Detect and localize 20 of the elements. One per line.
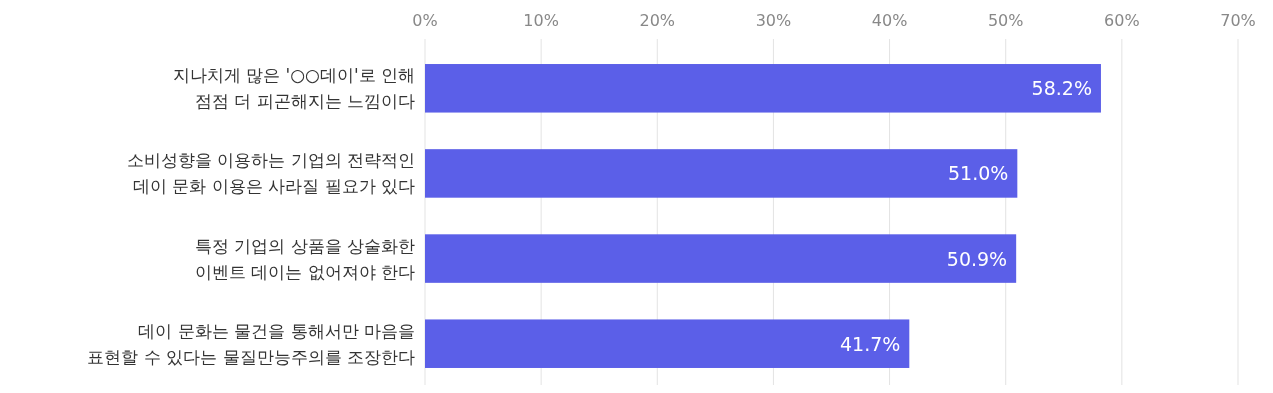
data-label: 51.0% [947, 162, 1009, 185]
y-tick-label: 소비성향을 이용하는 기업의 전략적인 데이 문화 이용은 사라질 필요가 있다 [126, 150, 415, 197]
bar [425, 64, 1101, 113]
data-label: 50.9% [946, 247, 1008, 270]
x-tick-label: 30% [755, 11, 792, 30]
x-tick-label: 40% [871, 11, 908, 30]
bar [425, 149, 1018, 198]
bar [425, 319, 910, 368]
y-tick-label: 데이 문화는 물건을 통해서만 마음을 표현할 수 있다는 물질만능주의를 조장한다 [87, 320, 415, 367]
x-tick-label: 70% [1220, 11, 1256, 30]
x-tick-label: 0% [412, 11, 438, 30]
bar [425, 234, 1017, 283]
data-label: 58.2% [1031, 77, 1092, 100]
x-tick-label: 60% [1104, 11, 1140, 30]
x-tick-label: 50% [987, 11, 1024, 30]
data-label: 41.7% [839, 332, 901, 355]
y-tick-label: 지나치게 많은 '○○데이'로 인해 점점 더 피곤해지는 느낌이다 [172, 65, 415, 112]
y-tick-label: 특정 기업의 상품을 상술화한 이벤트 데이는 없어져야 한다 [194, 235, 415, 282]
x-tick-label: 10% [523, 11, 559, 30]
x-tick-label: 20% [639, 11, 676, 30]
